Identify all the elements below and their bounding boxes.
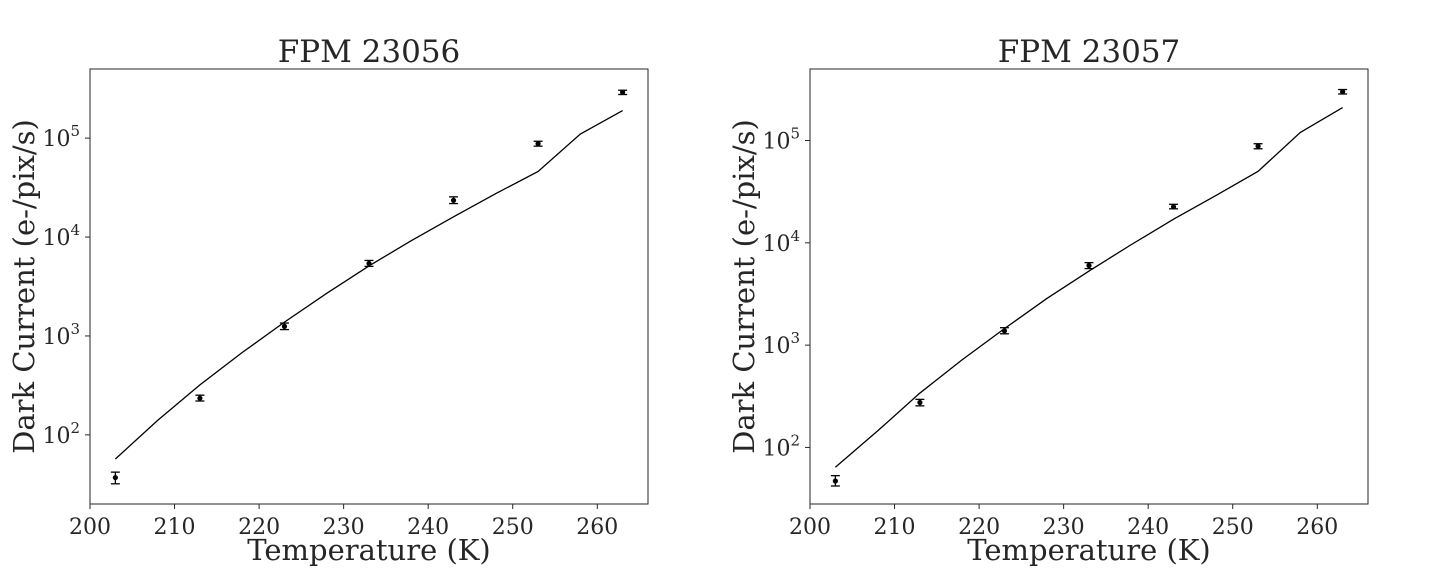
data-point	[1170, 204, 1177, 210]
y-tick-label: 103	[762, 329, 800, 359]
x-tick-label: 220	[238, 515, 280, 540]
x-tick-label: 200	[69, 515, 111, 540]
y-tick-label: 104	[762, 227, 800, 257]
x-tick-label: 210	[874, 515, 916, 540]
chart-title: FPM 23057	[998, 34, 1181, 70]
y-tick-label: 102	[762, 431, 800, 461]
data-point	[450, 197, 457, 203]
data-point	[197, 395, 203, 401]
chart-panel-2: FPM 23057 200 210 220 230 240 250 260 102 103 104 1…	[727, 34, 1369, 567]
y-tick-label: 105	[42, 122, 80, 152]
y-tick-label: 104	[42, 221, 80, 251]
chart-title: FPM 23056	[278, 34, 461, 70]
data-point	[620, 89, 626, 95]
x-tick-label: 250	[492, 515, 534, 540]
data-point	[1086, 262, 1092, 269]
x-tick-label: 200	[789, 515, 831, 540]
x-axis-label: Temperature (K)	[967, 533, 1211, 567]
data-point	[1340, 89, 1346, 95]
data-point	[917, 399, 923, 406]
x-axis-label: Temperature (K)	[247, 533, 491, 567]
x-tick-label: 240	[1127, 515, 1169, 540]
y-tick-label: 105	[762, 125, 800, 155]
chart-panel-1: FPM 23056 200 210 220 230 240 250 260 102 103 104 1…	[7, 34, 649, 567]
data-point	[112, 474, 118, 481]
plot-frame	[89, 68, 649, 505]
y-axis-label: Dark Current (e-/pix/s)	[727, 119, 761, 454]
data-point	[535, 141, 541, 147]
data-point	[281, 323, 288, 329]
x-tick-label: 240	[407, 515, 449, 540]
data-point	[832, 478, 838, 484]
x-tick-label: 260	[576, 515, 618, 540]
plot-frame	[809, 68, 1369, 505]
x-tick-label: 250	[1212, 515, 1254, 540]
y-axis-label: Dark Current (e-/pix/s)	[7, 119, 41, 454]
x-tick-label: 260	[1296, 515, 1338, 540]
x-tick-label: 210	[154, 515, 196, 540]
data-point	[1255, 143, 1261, 149]
x-tick-label: 230	[323, 515, 365, 540]
y-tick-label: 102	[42, 419, 80, 449]
y-tick-label: 103	[42, 320, 80, 350]
x-tick-label: 220	[958, 515, 1000, 540]
x-tick-label: 230	[1043, 515, 1085, 540]
fit-line	[114, 109, 623, 460]
fit-line	[834, 106, 1343, 468]
